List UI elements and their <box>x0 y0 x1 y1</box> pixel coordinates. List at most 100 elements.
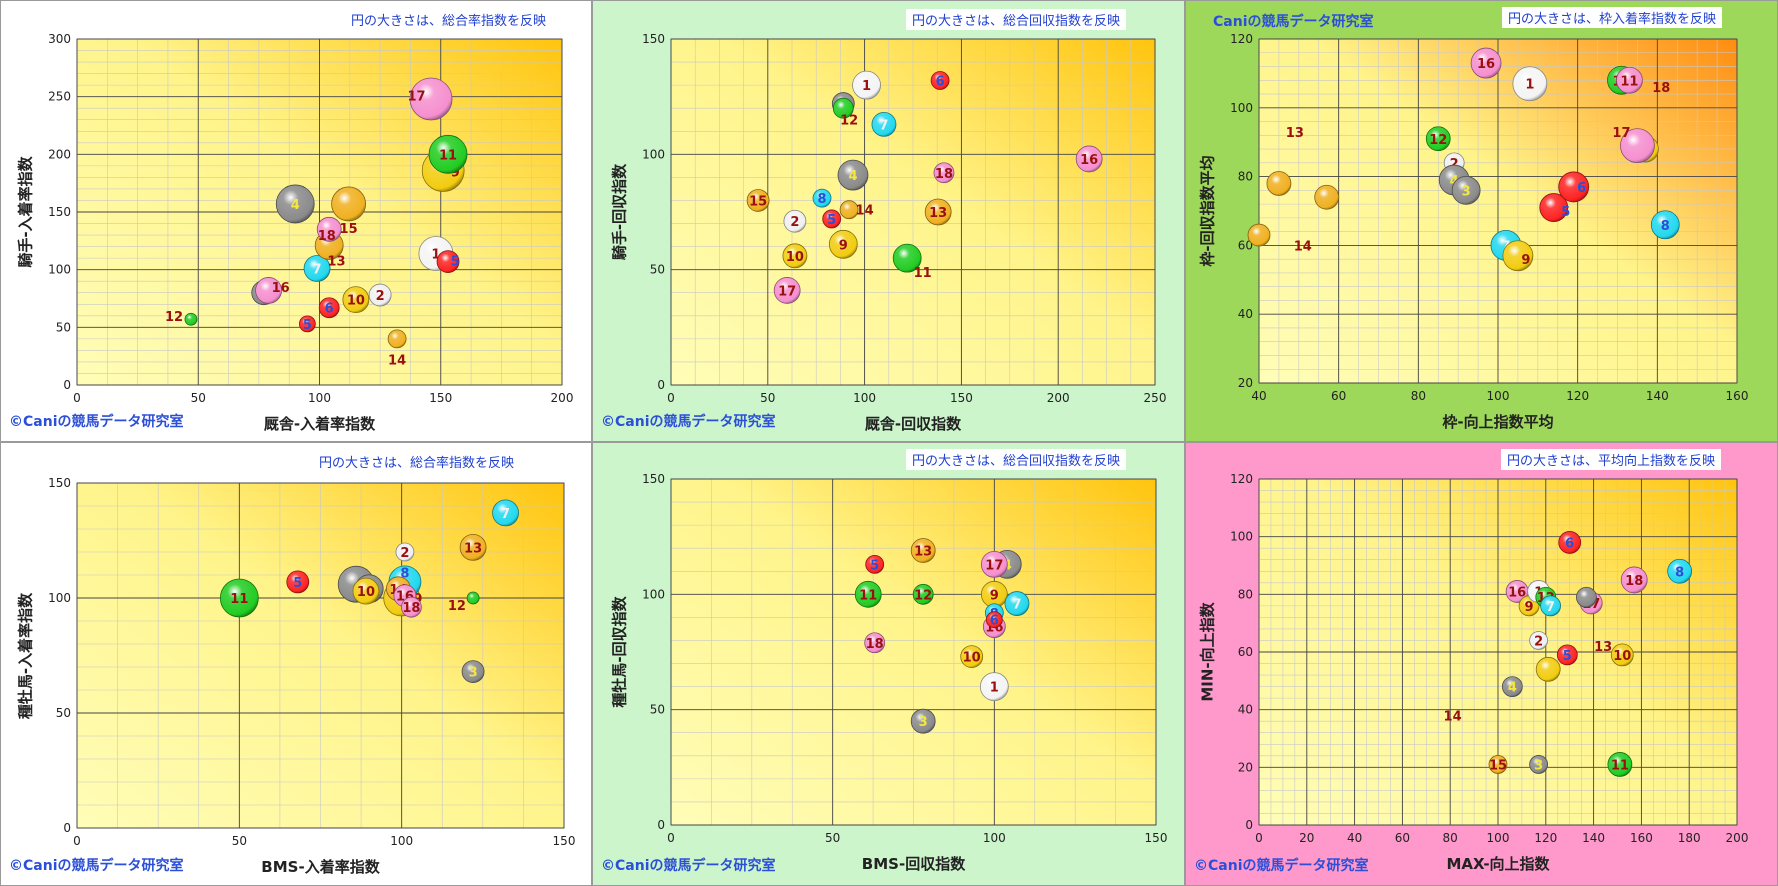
x-tick-label: 160 <box>1630 831 1653 845</box>
y-tick-label: 40 <box>1238 307 1253 321</box>
data-label: 2 <box>400 546 409 561</box>
data-label: 7 <box>313 263 322 278</box>
data-label: 14 <box>388 354 406 369</box>
y-tick-label: 60 <box>1238 238 1253 252</box>
data-label: 11 <box>230 592 248 607</box>
bubble-8 <box>812 188 832 208</box>
y-tick-label: 50 <box>56 320 71 334</box>
data-label: 3 <box>1462 184 1471 199</box>
data-label: 11 <box>1620 74 1638 89</box>
data-label: 18 <box>1625 574 1643 589</box>
bubble-18 <box>1620 566 1648 594</box>
y-tick-label: 80 <box>1238 170 1253 184</box>
data-label: 16 <box>1508 585 1526 600</box>
bubble-8 <box>1650 210 1680 240</box>
data-label: 1 <box>1525 78 1534 93</box>
data-label: 13 <box>464 541 482 556</box>
bubble-12 <box>184 312 198 326</box>
bubble-17 <box>1620 128 1655 164</box>
bubble-7 <box>1004 591 1030 616</box>
y-tick-label: 40 <box>1238 703 1253 717</box>
data-label: 9 <box>1521 253 1530 268</box>
y-tick-label: 100 <box>642 587 665 601</box>
bubble-4 <box>1501 676 1523 698</box>
data-label: 13 <box>914 545 932 560</box>
data-label: 13 <box>1594 640 1612 655</box>
data-label: 9 <box>1525 600 1534 615</box>
data-label: 12 <box>448 599 466 614</box>
chart-svg-3: 40 60 80 100 120 140 1602040608010012013141224… <box>1230 32 1748 403</box>
data-label: 5 <box>293 576 302 591</box>
bubble-12 <box>832 97 854 119</box>
x-tick-label: 0 <box>1255 831 1263 845</box>
x-tick-label: 140 <box>1646 389 1669 403</box>
data-label: 8 <box>400 567 409 582</box>
chart-panel-4: 050100150050100150115410928141618121337円… <box>0 442 592 886</box>
y-tick-label: 80 <box>1238 587 1253 601</box>
data-label: 17 <box>985 558 1003 573</box>
data-label: 7 <box>501 507 510 522</box>
data-label: 17 <box>407 90 425 105</box>
x-tick-label: 100 <box>1487 831 1510 845</box>
x-tick-label: 20 <box>1299 831 1314 845</box>
x-axis-title: 枠-向上指数平均 <box>1442 413 1554 431</box>
bubble-11 <box>854 580 882 608</box>
x-tick-label: 120 <box>1566 389 1589 403</box>
bubble-16 <box>1075 145 1103 173</box>
brand-credit: ©Caniの競馬データ研究室 <box>601 414 776 430</box>
bubble-3 <box>1451 175 1481 205</box>
x-tick-label: 100 <box>390 834 413 848</box>
data-label: 11 <box>859 588 877 603</box>
data-label: 10 <box>347 294 365 309</box>
y-tick-label: 250 <box>48 90 71 104</box>
data-label: 9 <box>839 238 848 253</box>
x-tick-label: 140 <box>1582 831 1605 845</box>
bubble-size-note: 円の大きさは、総合回収指数を反映 <box>906 9 1127 30</box>
data-label: 18 <box>318 229 336 244</box>
chart-svg-2: 0501001502002500501001501517210859312144… <box>642 32 1166 405</box>
x-axis-title: 厩舎-回収指数 <box>864 415 962 433</box>
data-label: 13 <box>1286 126 1304 141</box>
bubble-16 <box>255 277 282 304</box>
data-label: 8 <box>1661 219 1670 234</box>
y-tick-label: 100 <box>1230 101 1253 115</box>
bubble-10 <box>352 577 380 605</box>
bubble-2 <box>783 209 807 233</box>
bubble-size-note: 円の大きさは、総合率指数を反映 <box>313 451 521 472</box>
y-tick-label: 100 <box>48 263 71 277</box>
brand-credit: ©Caniの競馬データ研究室 <box>9 414 184 430</box>
y-tick-label: 20 <box>1238 760 1253 774</box>
y-tick-label: 0 <box>63 378 71 392</box>
data-label: 8 <box>817 192 826 207</box>
x-tick-label: 0 <box>667 831 675 845</box>
data-label: 7 <box>879 118 888 133</box>
x-axis-title: BMS-入着率指数 <box>261 858 380 876</box>
data-label: 16 <box>1477 57 1495 72</box>
x-tick-label: 60 <box>1331 389 1346 403</box>
data-label: 1 <box>990 681 999 696</box>
data-label: 15 <box>1489 758 1507 773</box>
bubble-1 <box>1512 66 1548 102</box>
bubble-7 <box>871 111 897 137</box>
data-label: 9 <box>990 588 999 603</box>
data-label: 10 <box>1613 649 1631 664</box>
data-label: 13 <box>327 254 345 269</box>
bubble-17 <box>773 277 801 304</box>
x-tick-label: 0 <box>73 834 81 848</box>
y-tick-label: 0 <box>63 821 71 835</box>
data-label: 10 <box>357 585 375 600</box>
x-tick-label: 100 <box>1487 389 1510 403</box>
x-tick-label: 50 <box>825 831 840 845</box>
data-label: 18 <box>866 637 884 652</box>
data-label: 6 <box>1565 536 1574 551</box>
bubble-18 <box>401 596 422 618</box>
data-label: 12 <box>914 588 932 603</box>
y-tick-label: 50 <box>56 706 71 720</box>
brand-credit: ©Caniの競馬データ研究室 <box>601 858 776 874</box>
x-tick-label: 100 <box>308 391 331 405</box>
bubble-10 <box>782 243 808 269</box>
bubble-11 <box>219 578 259 618</box>
data-label: 7 <box>1546 600 1555 615</box>
x-tick-label: 0 <box>73 391 81 405</box>
